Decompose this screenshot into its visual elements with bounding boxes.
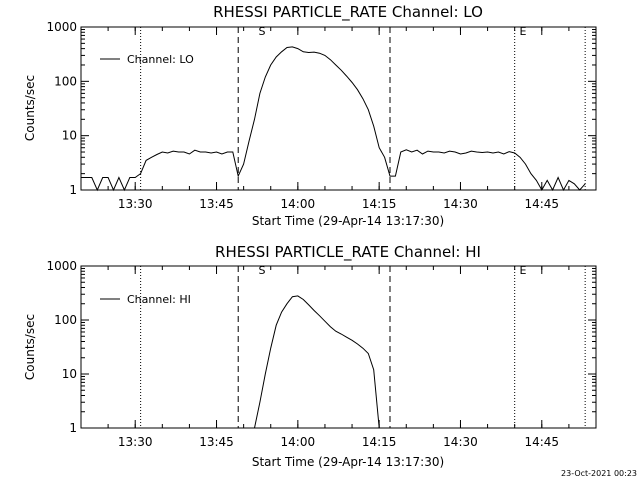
- chart-title: RHESSI PARTICLE_RATE Channel: HI: [215, 243, 481, 262]
- y-tick-label: 1000: [46, 259, 77, 273]
- plot-frame: [80, 26, 597, 191]
- series-line-hi: [254, 295, 380, 429]
- y-tick-label: 100: [54, 74, 77, 88]
- y-tick-label: 10: [62, 367, 77, 381]
- chart-hi: RHESSI PARTICLE_RATE Channel: HI S E 1 10…: [23, 243, 597, 469]
- y-tick-label: 1000: [46, 20, 77, 34]
- x-tick-label: 13:30: [118, 197, 153, 211]
- y-tick-label: 100: [54, 313, 77, 327]
- x-tick-label: 14:15: [362, 197, 397, 211]
- start-marker-label: S: [259, 25, 266, 38]
- y-axis-label: Counts/sec: [23, 75, 37, 141]
- x-tick-label: 13:45: [199, 197, 234, 211]
- x-tick-label: 14:30: [443, 435, 478, 449]
- y-tick-label: 1: [69, 421, 77, 435]
- legend-label: Channel: HI: [127, 293, 191, 306]
- start-marker-label: S: [259, 264, 266, 277]
- end-marker-label: E: [520, 25, 527, 38]
- chart-lo: RHESSI PARTICLE_RATE Channel: LO S E 1 10…: [23, 3, 597, 228]
- x-tick-label: 13:30: [118, 435, 153, 449]
- x-tick-label: 14:45: [524, 435, 559, 449]
- x-tick-label: 14:00: [281, 435, 316, 449]
- plot-frame: [80, 265, 597, 429]
- y-tick-label: 10: [62, 129, 77, 143]
- x-tick-label: 14:15: [362, 435, 397, 449]
- x-tick-label: 13:45: [199, 435, 234, 449]
- chart-title: RHESSI PARTICLE_RATE Channel: LO: [213, 3, 483, 22]
- legend-label: Channel: LO: [127, 53, 194, 66]
- series-line-lo: [81, 46, 586, 192]
- end-marker-label: E: [520, 264, 527, 277]
- x-tick-label: 14:45: [524, 197, 559, 211]
- x-axis-label: Start Time (29-Apr-14 13:17:30): [252, 455, 444, 469]
- y-axis-label: Counts/sec: [23, 314, 37, 380]
- x-axis-label: Start Time (29-Apr-14 13:17:30): [252, 214, 444, 228]
- timestamp-label: 23-Oct-2021 00:23: [561, 469, 637, 478]
- x-tick-label: 14:30: [443, 197, 478, 211]
- y-tick-label: 1: [69, 183, 77, 197]
- x-tick-label: 14:00: [281, 197, 316, 211]
